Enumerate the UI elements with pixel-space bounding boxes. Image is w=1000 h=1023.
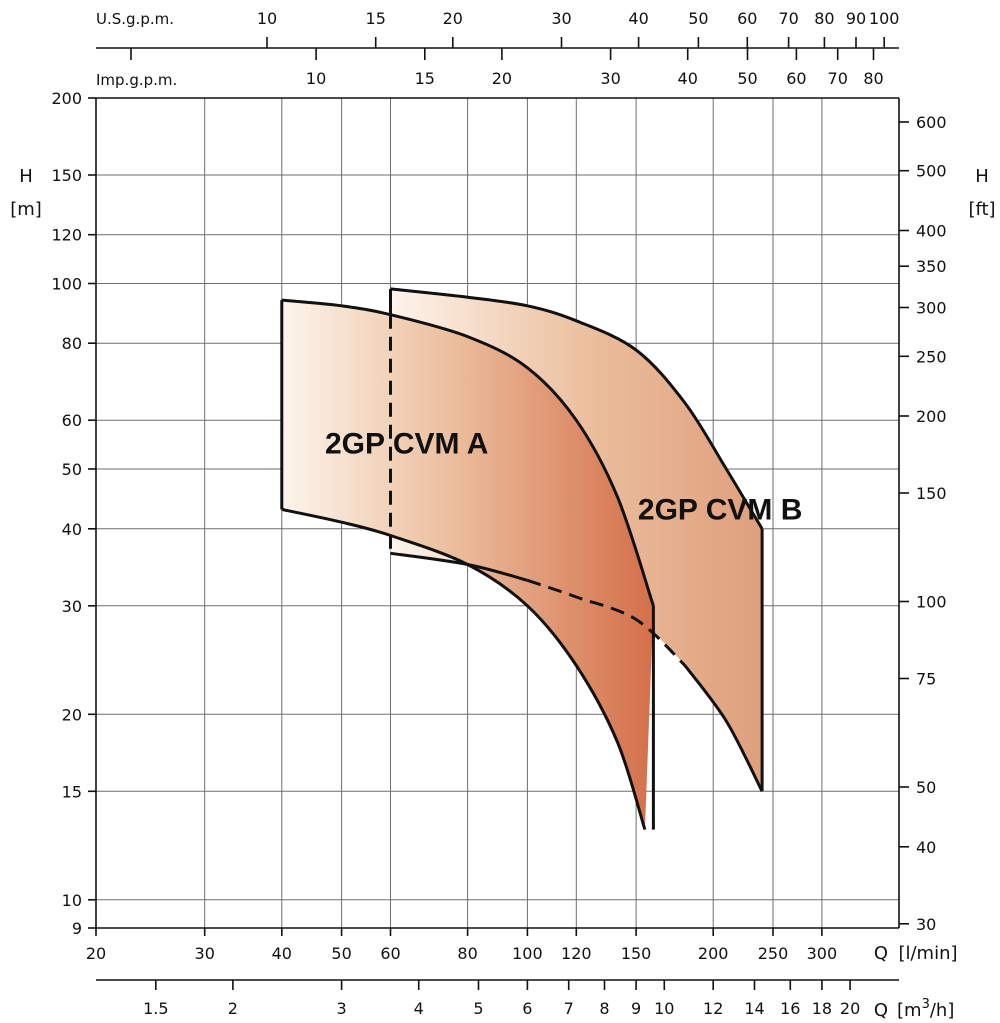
right-ft-tick-label: 400 (916, 222, 947, 241)
right-ft-tick-label: 500 (916, 162, 947, 181)
bottom-lpm-tick-label: 50 (331, 944, 351, 963)
m3h-unit-superscript: 3 (922, 997, 930, 1012)
right-ft-tick-label: 75 (916, 670, 936, 689)
bottom-lpm-tick-label: 20 (86, 944, 106, 963)
top-usgpm-tick-label: 15 (366, 9, 386, 28)
bottom-m3h-tick-label: 12 (703, 999, 723, 1018)
m3h-unit-prefix: [m (897, 1000, 922, 1021)
right-axis-label: H (975, 166, 989, 187)
top-impgpm-tick-label: 70 (828, 69, 848, 88)
left-tick-label: 120 (51, 226, 82, 245)
series-a-upper-curve (281, 298, 655, 607)
top-usgpm-tick-label: 90 (846, 9, 866, 28)
bottom-m3h-tick-label: 1.5 (143, 999, 168, 1018)
left-tick-label: 60 (62, 411, 82, 430)
right-ft-tick-label: 40 (916, 838, 936, 857)
series-a-lower-curve (281, 507, 647, 831)
series-b-lower-curve-start (390, 551, 528, 582)
left-tick-label: 150 (51, 166, 82, 185)
bottom-m3h-tick-label: 16 (780, 999, 800, 1018)
right-ft-tick-label: 600 (916, 113, 947, 132)
bottom-lpm-tick-label: 60 (380, 944, 400, 963)
top-usgpm-tick-label: 70 (778, 9, 798, 28)
left-tick-label: 100 (51, 275, 82, 294)
bottom-lpm-tick-label: 100 (512, 944, 543, 963)
right-ft-tick-label: 100 (916, 593, 947, 612)
bottom-lpm-tick-label: 200 (698, 944, 729, 963)
top-impgpm-tick-label: 10 (306, 69, 326, 88)
series-a-fill (281, 300, 654, 830)
axis-labels: U.S.g.p.m. Imp.g.p.m. H [m] H [ft] Q [l/… (10, 10, 995, 1021)
bottom-lpm-tick-label: 150 (621, 944, 652, 963)
bottom-m3h-tick-label: 3 (337, 999, 347, 1018)
bottom-m3h-tick-label: 2 (228, 999, 238, 1018)
bottom-lpm-tick-label: 80 (457, 944, 477, 963)
bottom-m3h-axis-label: Q (874, 1000, 888, 1021)
top-usgpm-tick-label: 100 (869, 9, 900, 28)
series-a-label: 2GP CVM A (325, 428, 488, 461)
left-tick-label: 80 (62, 334, 82, 353)
bottom-m3h-tick-label: 5 (473, 999, 483, 1018)
bottom-lpm-tick-label: 300 (807, 944, 838, 963)
right-ft-tick-label: 350 (916, 257, 947, 276)
bottom-m3h-tick-label: 9 (631, 999, 641, 1018)
top-impgpm-tick-label: 30 (600, 69, 620, 88)
top-usgpm-tick-label: 60 (737, 9, 757, 28)
bottom-m3h-tick-label: 14 (744, 999, 764, 1018)
left-tick-label: 30 (62, 597, 82, 616)
right-ft-tick-label: 150 (916, 484, 947, 503)
right-ft-tick-label: 250 (916, 347, 947, 366)
top-usgpm-tick-label: 50 (688, 9, 708, 28)
top-impgpm-tick-label: 15 (415, 69, 435, 88)
top-impgpm-scale-name: Imp.g.p.m. (96, 71, 177, 89)
right-ft-tick-label: 300 (916, 299, 947, 318)
left-tick-label: 15 (62, 782, 82, 801)
left-tick-label: 9 (72, 919, 82, 938)
series-b-lower-curve-dashed (526, 578, 687, 667)
left-axis-unit: [m] (10, 199, 42, 220)
series-b-label: 2GP CVM B (638, 493, 803, 526)
bottom-lpm-tick-label: 40 (272, 944, 292, 963)
top-usgpm-tick-label: 30 (551, 9, 571, 28)
m3h-unit-suffix: /h] (930, 1000, 955, 1021)
bottom-m3h-tick-label: 10 (654, 999, 674, 1018)
left-axis-label: H (19, 166, 33, 187)
top-usgpm-tick-label: 40 (628, 9, 648, 28)
bottom-m3h-tick-label: 18 (812, 999, 832, 1018)
top-impgpm-tick-label: 50 (737, 69, 757, 88)
bottom-m3h-axis-unit: [m3/h] (897, 997, 954, 1021)
right-ft-tick-label: 200 (916, 407, 947, 426)
series-b-upper-curve (390, 287, 764, 530)
top-impgpm-tick-label: 40 (678, 69, 698, 88)
bottom-m3h-tick-label: 20 (840, 999, 860, 1018)
left-tick-label: 40 (62, 520, 82, 539)
bottom-m3h-tick-label: 7 (564, 999, 574, 1018)
bottom-lpm-tick-label: 30 (195, 944, 215, 963)
bottom-lpm-axis-unit: [l/min] (898, 943, 957, 964)
bottom-m3h-tick-label: 6 (522, 999, 532, 1018)
series-regions: 2GP CVM A 2GP CVM B (280, 287, 803, 831)
bottom-m3h-tick-label: 4 (414, 999, 424, 1018)
series-b-lower-curve-end (683, 664, 764, 792)
right-ft-tick-label: 50 (916, 778, 936, 797)
top-impgpm-tick-label: 60 (786, 69, 806, 88)
left-tick-label: 10 (62, 891, 82, 910)
top-impgpm-tick-label: 80 (863, 69, 883, 88)
bottom-lpm-axis-label: Q (874, 943, 888, 964)
top-usgpm-scale-name: U.S.g.p.m. (96, 10, 174, 28)
bottom-lpm-tick-label: 120 (561, 944, 592, 963)
bottom-m3h-tick-label: 8 (599, 999, 609, 1018)
top-usgpm-tick-label: 20 (443, 9, 463, 28)
right-ft-tick-label: 30 (916, 915, 936, 934)
top-impgpm-tick-label: 20 (492, 69, 512, 88)
bottom-lpm-tick-label: 250 (758, 944, 789, 963)
right-axis-unit: [ft] (968, 199, 995, 220)
top-usgpm-tick-label: 80 (814, 9, 834, 28)
left-tick-label: 20 (62, 705, 82, 724)
top-usgpm-tick-label: 10 (257, 9, 277, 28)
left-tick-label: 50 (62, 460, 82, 479)
axes: 9 10 15 20 30 40 50 60 80 100 120 150 200 20 30 40 50 60 8… (51, 9, 946, 1018)
left-tick-label: 200 (51, 89, 82, 108)
